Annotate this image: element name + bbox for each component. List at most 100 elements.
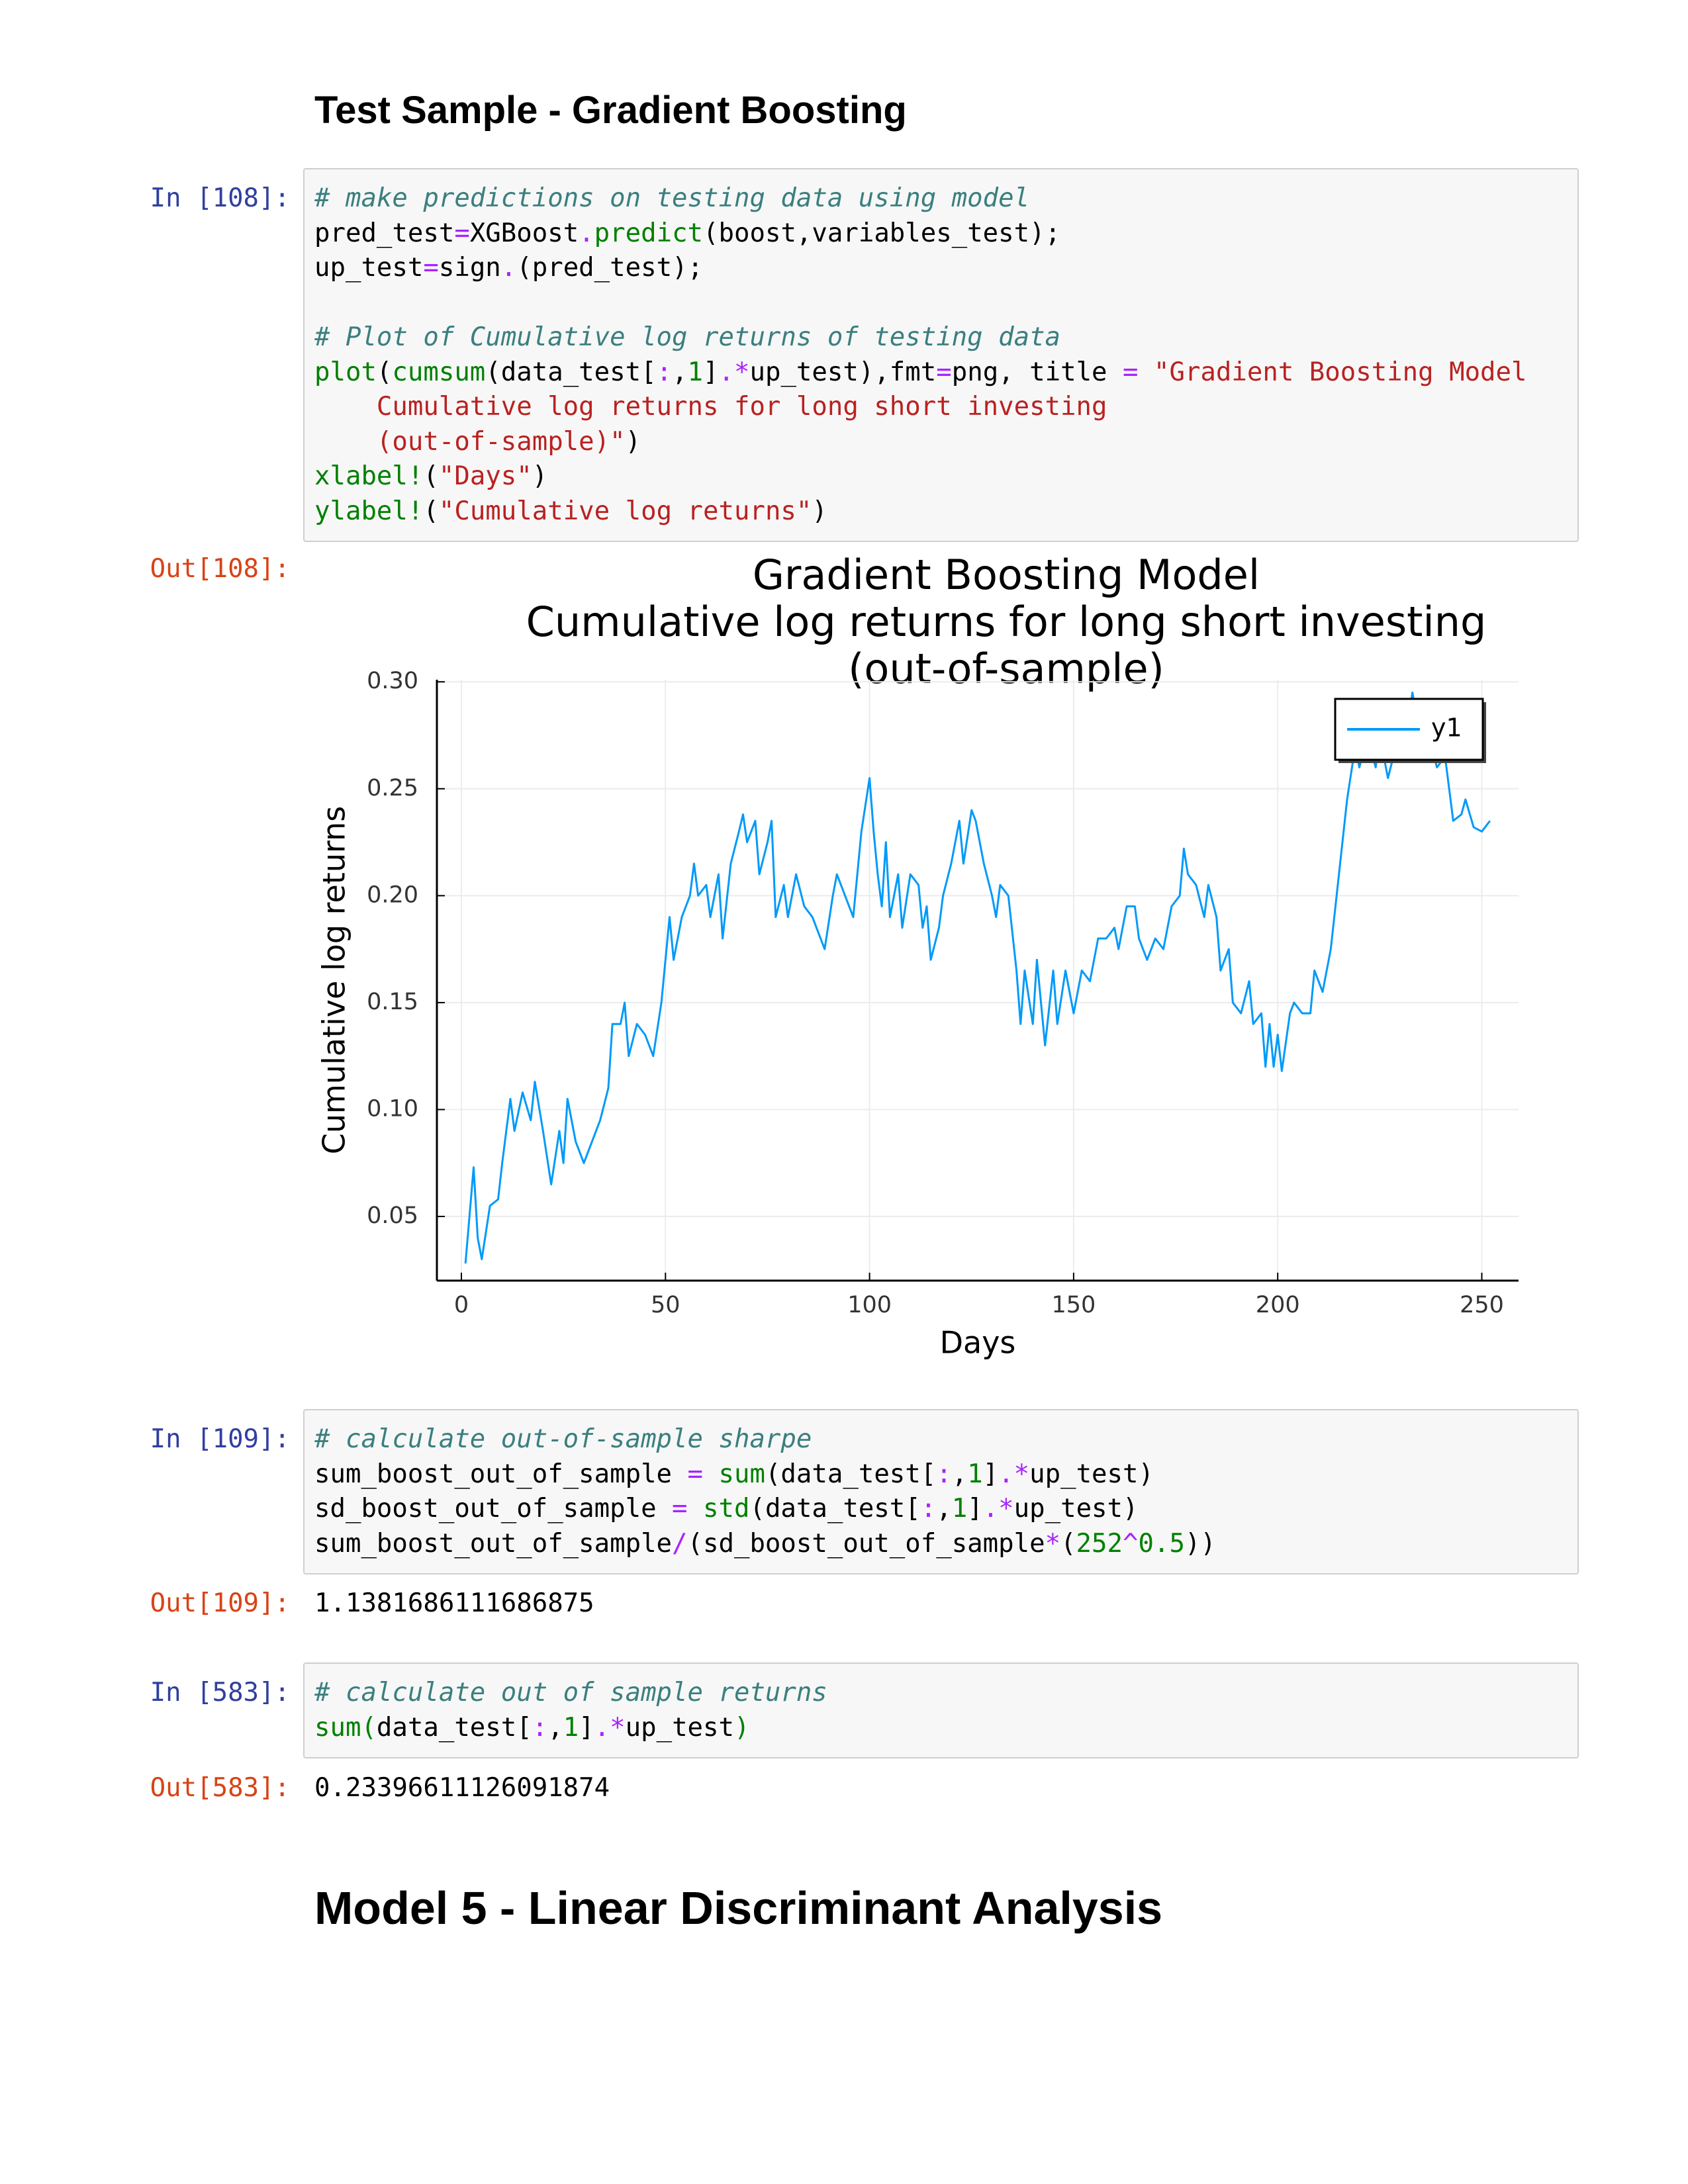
- chart-title: Cumulative log returns for long short in…: [526, 598, 1487, 646]
- code-token: std: [703, 1494, 750, 1524]
- y-tick-label: 0.10: [367, 1095, 418, 1122]
- code-token: :: [936, 1459, 952, 1489]
- code-token: ): [625, 426, 641, 457]
- code-token: =: [672, 1494, 688, 1524]
- code-token: .*: [982, 1494, 1014, 1524]
- code-token: 0.5: [1138, 1528, 1185, 1559]
- y-tick-label: 0.05: [367, 1203, 418, 1229]
- code-line: Cumulative log returns for long short in…: [314, 390, 1107, 425]
- code-token: *: [1045, 1528, 1061, 1559]
- code-token: up_test: [314, 253, 424, 283]
- code-token: ]: [967, 1494, 983, 1524]
- code-token: [688, 1494, 703, 1524]
- code-line: sum_boost_out_of_sample = sum(data_test[…: [314, 1457, 1154, 1492]
- code-token: ^: [1123, 1528, 1139, 1559]
- code-token: XGBoost: [469, 218, 579, 248]
- code-token: "Gradient Boosting Model: [1138, 357, 1527, 387]
- input-prompt: In [583]:: [150, 1678, 290, 1707]
- y-tick-label: 0.30: [367, 668, 418, 694]
- code-token: xlabel!: [314, 461, 424, 491]
- code-token: data_test[: [376, 1712, 532, 1743]
- chart-title: Gradient Boosting Model: [753, 551, 1260, 599]
- code-line: plot(cumsum(data_test[:,1].*up_test),fmt…: [314, 355, 1527, 390]
- code-token: plot: [314, 357, 377, 387]
- code-cell: # calculate out of sample returns sum(dat…: [303, 1662, 1579, 1758]
- code-token: /: [672, 1528, 688, 1559]
- code-line: # calculate out of sample returns: [314, 1676, 827, 1711]
- input-prompt: In [109]:: [150, 1424, 290, 1454]
- x-tick-label: 50: [651, 1292, 680, 1318]
- code-cell: # make predictions on testing data using…: [303, 168, 1579, 542]
- x-tick-label: 150: [1051, 1292, 1096, 1318]
- code-token: ]: [579, 1712, 594, 1743]
- code-line: # calculate out-of-sample sharpe: [314, 1422, 812, 1457]
- code-line: # Plot of Cumulative log returns of test…: [314, 320, 1060, 355]
- y-tick-label: 0.25: [367, 775, 418, 801]
- code-token: png, title: [951, 357, 1123, 387]
- code-token: sum: [718, 1459, 765, 1489]
- code-token: (pred_test);: [516, 253, 704, 283]
- code-token: 252: [1076, 1528, 1123, 1559]
- x-axis-label: Days: [940, 1325, 1016, 1361]
- code-line: sum_boost_out_of_sample/(sd_boost_out_of…: [314, 1527, 1216, 1562]
- legend-label: y1: [1431, 713, 1462, 743]
- code-line: ylabel!("Cumulative log returns"): [314, 494, 827, 529]
- code-line: xlabel!("Days"): [314, 459, 547, 494]
- code-token: (: [1060, 1528, 1076, 1559]
- code-token: )): [1184, 1528, 1216, 1559]
- x-tick-label: 0: [454, 1292, 469, 1318]
- code-token: (data_test[: [749, 1494, 921, 1524]
- y-tick-label: 0.15: [367, 989, 418, 1015]
- code-token: ): [532, 461, 548, 491]
- y-tick-label: 0.20: [367, 882, 418, 908]
- section-heading: Model 5 - Linear Discriminant Analysis: [314, 1882, 1163, 1934]
- code-token: # calculate out of sample returns: [314, 1678, 827, 1707]
- code-token: sum_boost_out_of_sample: [314, 1459, 688, 1489]
- code-token: # Plot of Cumulative log returns of test…: [314, 322, 1061, 352]
- code-token: ,: [951, 1459, 968, 1489]
- code-token: "Days": [438, 461, 532, 491]
- data-line: [464, 691, 1491, 1264]
- code-token: ]: [703, 357, 719, 387]
- code-line: # make predictions on testing data using…: [314, 181, 1029, 216]
- output-text: 0.23396611126091874: [314, 1773, 610, 1803]
- code-cell: # calculate out-of-sample sharpe sum_boos…: [303, 1409, 1579, 1574]
- code-token: =: [687, 1459, 704, 1489]
- y-axis-label: Cumulative log returns: [316, 806, 352, 1155]
- x-tick-label: 250: [1460, 1292, 1504, 1318]
- code-line: sd_boost_out_of_sample = std(data_test[:…: [314, 1492, 1139, 1527]
- code-token: (sd_boost_out_of_sample: [687, 1528, 1045, 1559]
- code-token: :: [532, 1712, 548, 1743]
- code-token: (: [423, 461, 439, 491]
- code-token: (boost,variables_test);: [703, 218, 1061, 248]
- code-token: up_test): [1013, 1494, 1139, 1524]
- code-token: ]: [982, 1459, 999, 1489]
- code-token: up_test): [1029, 1459, 1154, 1489]
- code-token: cumsum: [392, 357, 486, 387]
- code-token: # calculate out-of-sample sharpe: [314, 1424, 812, 1454]
- code-token: (: [423, 496, 439, 526]
- code-token: ,: [547, 1712, 563, 1743]
- code-token: =: [454, 218, 470, 248]
- code-line: up_test=sign.(pred_test);: [314, 251, 703, 286]
- code-token: (data_test[: [765, 1459, 937, 1489]
- code-token: ,: [936, 1494, 952, 1524]
- code-token: .: [579, 218, 594, 248]
- code-token: # make predictions on testing data using…: [314, 183, 1030, 213]
- code-token: Cumulative log returns for long short in…: [314, 392, 1107, 422]
- code-token: sum_boost_out_of_sample: [314, 1528, 673, 1559]
- code-token: ): [812, 496, 827, 526]
- code-token: 1: [967, 1459, 983, 1489]
- code-token: .*: [998, 1459, 1030, 1489]
- x-tick-label: 100: [847, 1292, 892, 1318]
- code-token: 1: [563, 1712, 579, 1743]
- code-line: sum(data_test[:,1].*up_test): [314, 1711, 750, 1746]
- code-token: :: [656, 357, 673, 387]
- input-prompt: In [108]:: [150, 183, 290, 213]
- code-token: [703, 1459, 718, 1489]
- code-token: (: [376, 357, 393, 387]
- code-token: sign: [438, 253, 501, 283]
- code-token: .: [500, 253, 517, 283]
